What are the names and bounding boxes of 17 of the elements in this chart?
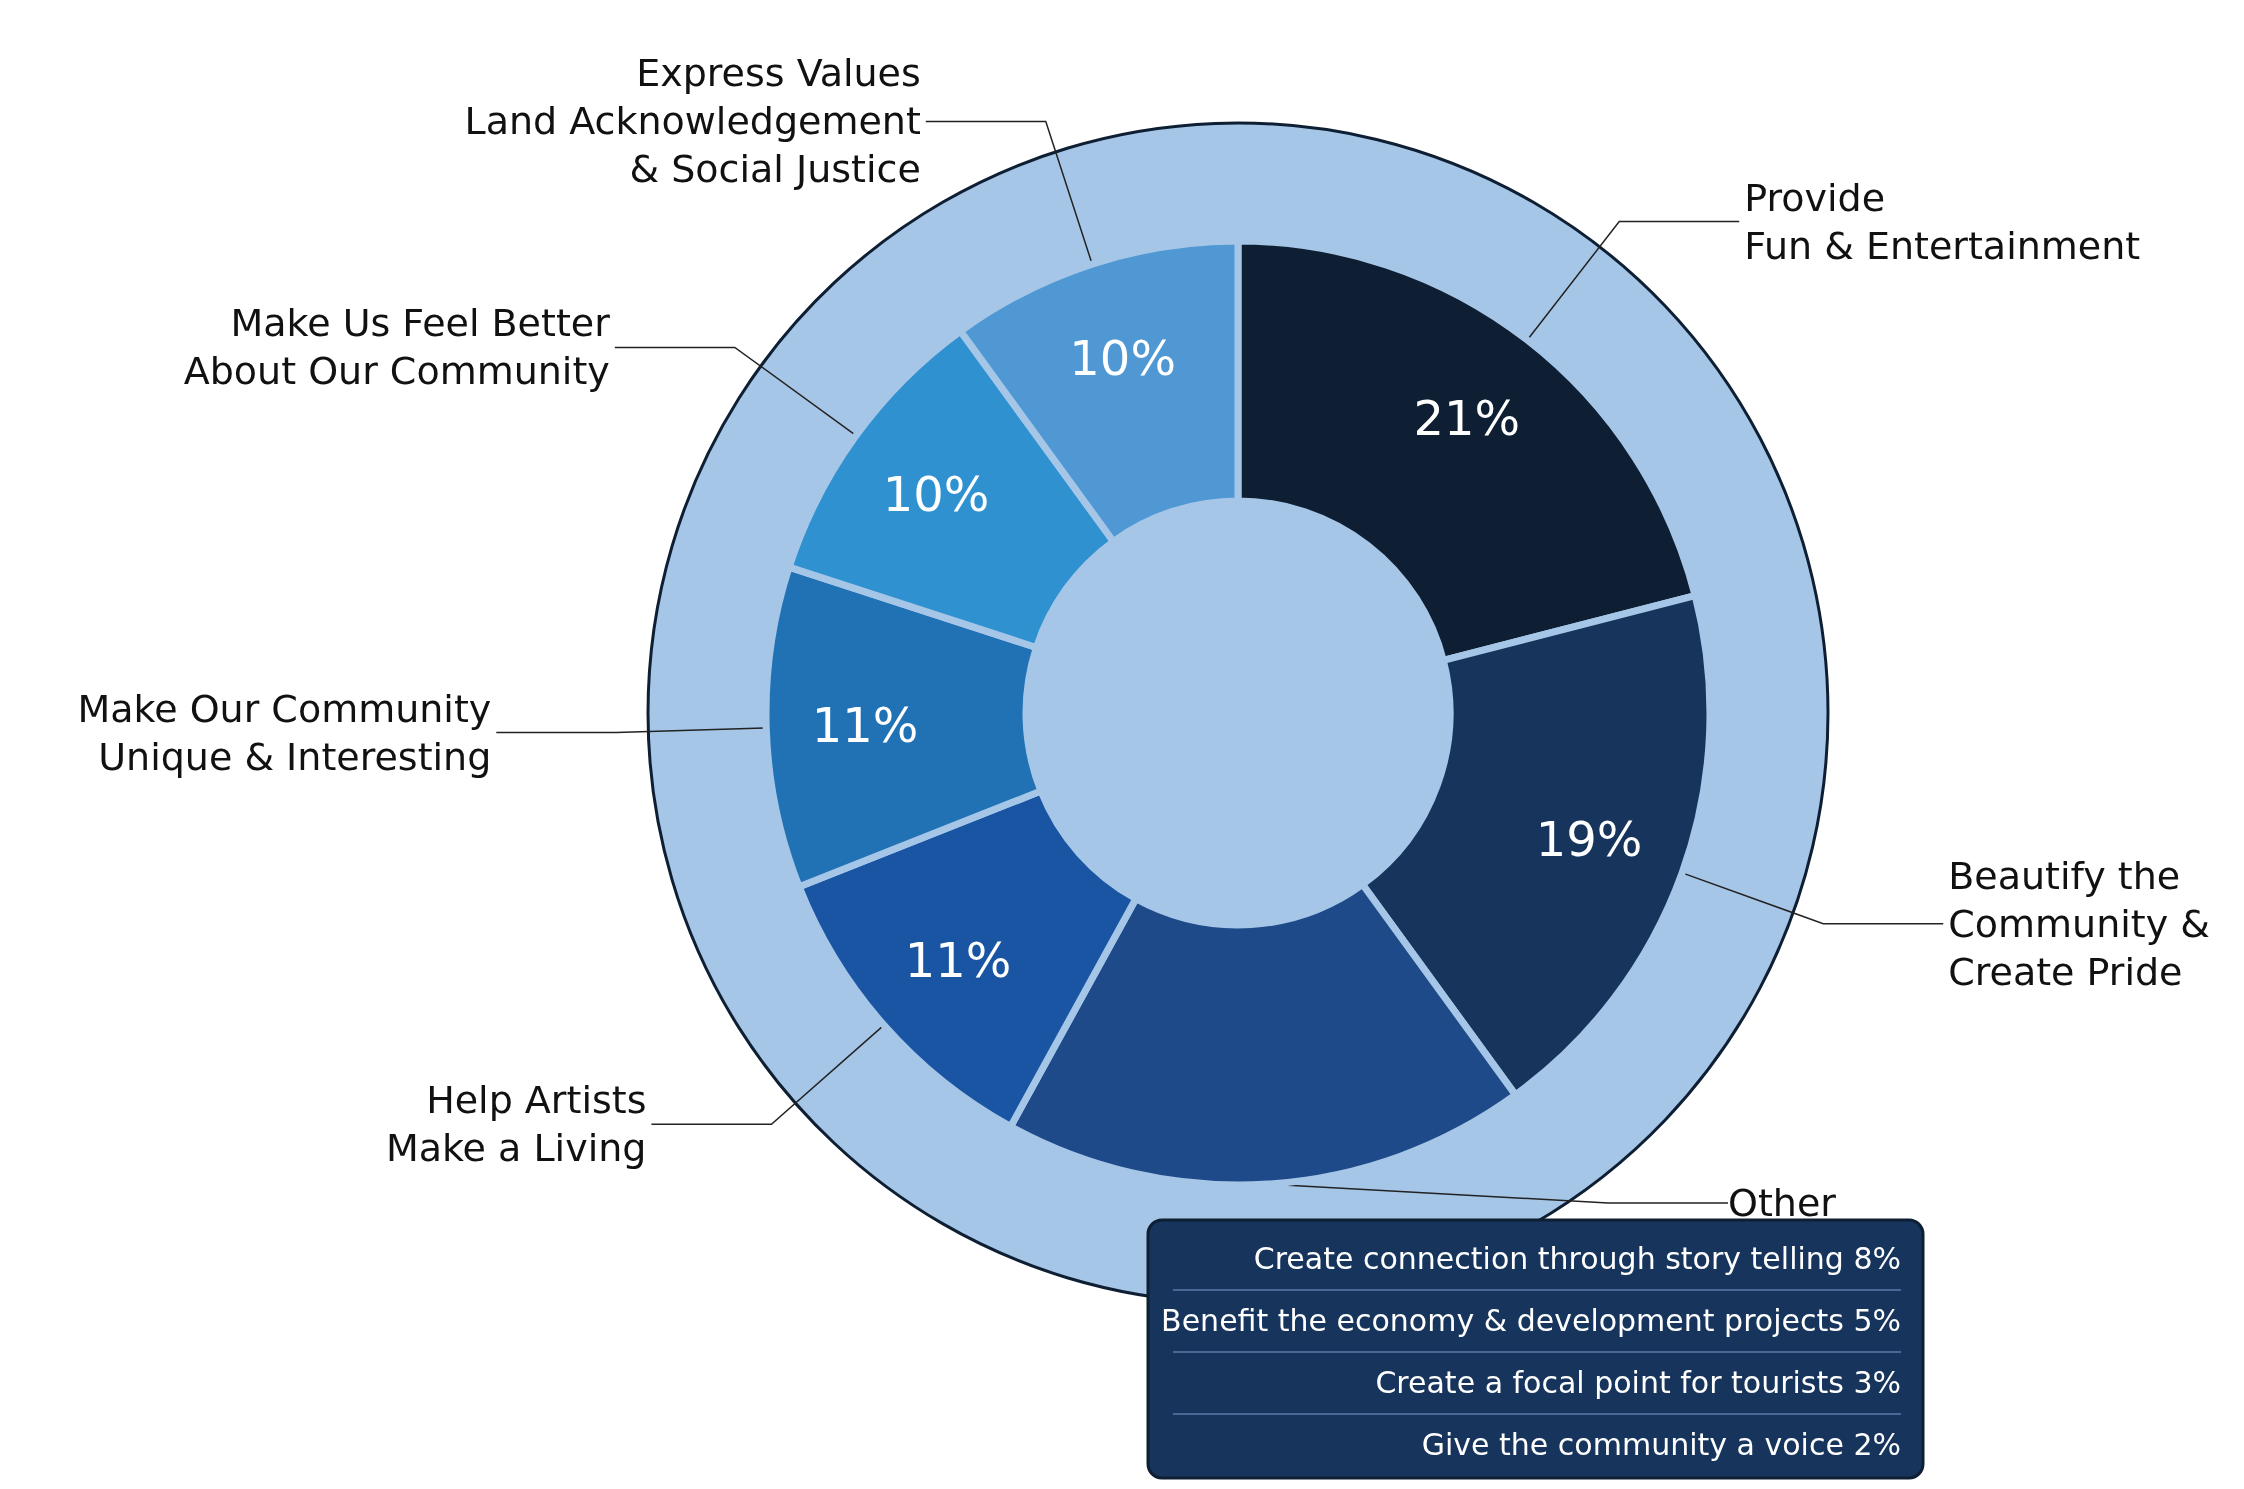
data-label: 11% <box>904 931 1012 988</box>
text: Give the community a voice 2% <box>1421 1426 1901 1462</box>
slice-label: Provide Fun & Entertainment <box>1744 175 2141 268</box>
slice-label: Make Us Feel Better About Our Community <box>183 301 611 394</box>
slice-label: Express Values Land Acknowledgement & Social Justice <box>464 51 921 192</box>
data-label: 10% <box>882 465 990 522</box>
text: Create a focal point for tourists 3% <box>1375 1364 1901 1400</box>
text: Create connection through story telling 8% <box>1253 1240 1901 1276</box>
data-label: 10% <box>1069 330 1177 387</box>
slice-label: Other <box>1728 1181 1837 1225</box>
data-label: 21% <box>1413 390 1521 447</box>
data-label: 11% <box>811 696 919 753</box>
slice-label: Help Artists Make a Living <box>385 1078 647 1171</box>
text: Benefit the economy & development projects 5% <box>1161 1302 1901 1338</box>
data-label: 19% <box>1535 811 1643 868</box>
slice-label: Make Our Community Unique & Interesting <box>77 686 492 779</box>
slice-label: Beautify the Community & Create Pride <box>1948 853 2210 994</box>
